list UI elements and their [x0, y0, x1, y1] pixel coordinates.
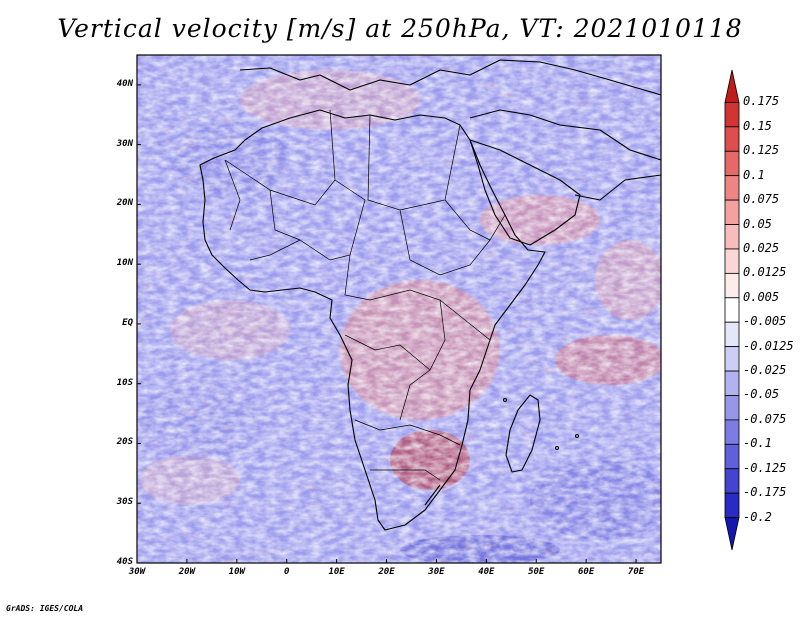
colorbar-segment	[724, 346, 740, 372]
colorbar-label: -0.0125	[743, 338, 794, 353]
middle-east-coastline	[469, 109, 661, 161]
colorbar-label: -0.1	[743, 436, 772, 451]
lon-label: 30W	[128, 567, 146, 577]
colorbar-label: -0.075	[743, 411, 787, 426]
colorbar-segment	[724, 468, 740, 494]
lon-label: 50E	[528, 567, 545, 577]
lat-label: 40S	[116, 557, 133, 567]
colorbar-segment	[724, 272, 740, 299]
lat-label: 30S	[116, 497, 133, 508]
lon-label: 10E	[328, 567, 345, 577]
colorbar-segment	[724, 69, 740, 103]
lon-label: 20E	[378, 567, 395, 577]
colorbar-segment	[724, 321, 740, 348]
plot-frame	[136, 54, 662, 564]
country-borders	[224, 109, 506, 481]
africa-coastline	[199, 109, 546, 531]
colorbar-label: 0.05	[743, 216, 772, 231]
colorbar-label: 0.1	[743, 167, 765, 182]
colorbar-segment	[724, 395, 740, 421]
colorbar-label: -0.005	[743, 314, 787, 329]
colorbar-segment	[724, 224, 740, 250]
madagascar-coastline	[505, 394, 541, 473]
colorbar-label: 0.025	[743, 240, 780, 255]
colorbar-segment	[724, 443, 740, 470]
colorbar-segment	[724, 150, 740, 177]
lat-label: 10S	[116, 377, 133, 388]
lat-label: 20N	[116, 198, 133, 209]
colorbar	[724, 69, 740, 551]
colorbar-label: -0.2	[743, 509, 772, 524]
colorbar-segment	[724, 370, 740, 396]
lat-label: 20S	[116, 437, 133, 448]
lon-label: 0	[283, 567, 290, 577]
colorbar-label: 0.15	[743, 118, 772, 133]
colorbar-label: 0.0125	[743, 265, 787, 280]
colorbar-segment	[724, 419, 740, 445]
colorbar-label: 0.175	[743, 94, 780, 109]
axis-ticks	[136, 84, 637, 564]
colorbar-label: 0.075	[743, 192, 780, 207]
arabia-coastline	[469, 139, 581, 246]
lat-label: EQ	[122, 317, 133, 328]
velocity-field	[137, 55, 661, 563]
lon-label: 70E	[627, 567, 645, 577]
colorbar-label: -0.125	[743, 460, 787, 475]
lat-label: 10N	[116, 258, 133, 269]
lat-label: 40N	[116, 78, 133, 89]
colorbar-segment	[724, 126, 740, 152]
grads-credit: GrADS: IGES/COLA	[6, 604, 84, 613]
colorbar-segment	[724, 248, 740, 274]
plot-title: Vertical velocity [m/s] at 250hPa, VT: 2…	[57, 14, 743, 43]
colorbar-segment	[724, 297, 740, 323]
colorbar-segment	[724, 199, 740, 225]
colorbar-label: 0.005	[743, 289, 780, 304]
colorbar-label: -0.175	[743, 485, 787, 500]
lon-label: 60E	[578, 567, 595, 577]
lon-label: 40E	[478, 567, 495, 577]
colorbar-segment	[724, 517, 740, 551]
colorbar-segment	[724, 492, 740, 518]
colorbar-label: -0.025	[743, 363, 787, 378]
lon-label: 30E	[428, 567, 445, 577]
lon-label: 20W	[178, 567, 196, 577]
colorbar-label: 0.125	[743, 143, 780, 158]
lat-label: 30N	[116, 138, 133, 149]
colorbar-segment	[724, 102, 740, 128]
europe-coastline	[239, 59, 661, 96]
coastlines	[199, 59, 661, 531]
colorbar-label: -0.05	[743, 387, 780, 402]
lon-label: 10W	[228, 567, 245, 577]
colorbar-segment	[724, 175, 740, 201]
